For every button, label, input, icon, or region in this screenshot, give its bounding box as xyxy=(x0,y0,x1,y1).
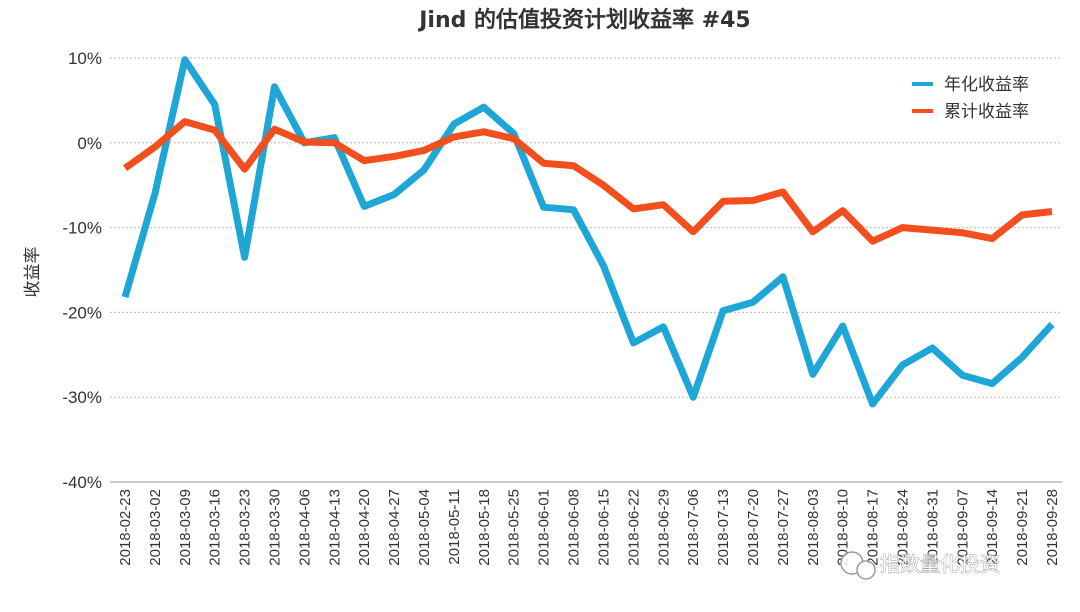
x-tick-label: 2018-03-23 xyxy=(237,489,254,566)
series xyxy=(121,56,1055,408)
y-tick-label: 0% xyxy=(77,134,102,153)
y-tick-label: 10% xyxy=(68,49,102,68)
wechat-icon-bubble xyxy=(856,560,876,580)
x-tick-label: 2018-07-13 xyxy=(715,489,732,566)
series-line-cumulative xyxy=(122,118,1053,245)
x-tick-label: 2018-02-23 xyxy=(117,489,134,566)
x-tick-label: 2018-08-10 xyxy=(835,489,852,566)
x-tick-label: 2018-08-03 xyxy=(805,489,822,566)
x-tick-label: 2018-05-18 xyxy=(476,489,493,566)
x-tick-label: 2018-05-25 xyxy=(506,489,523,566)
x-tick-label: 2018-09-28 xyxy=(1044,489,1061,566)
x-tick-label: 2018-07-27 xyxy=(775,489,792,566)
x-tick-label: 2018-07-06 xyxy=(685,489,702,566)
y-axis-ticks: 10% 0% -10% -20% -30% -40% xyxy=(62,49,102,492)
series-line-annualized xyxy=(121,56,1055,408)
y-tick-label: -20% xyxy=(62,303,102,322)
watermark-text: 指数量化投资 xyxy=(880,552,1000,576)
x-tick-label: 2018-03-09 xyxy=(177,489,194,566)
legend-label-annualized: 年化收益率 xyxy=(944,75,1029,95)
x-tick-label: 2018-05-11 xyxy=(446,489,463,565)
x-axis-ticks: 2018-02-23 2018-03-02 2018-03-09 2018-03-16… xyxy=(117,489,1061,566)
legend-label-cumulative: 累计收益率 xyxy=(944,102,1029,122)
x-tick-label: 2018-05-04 xyxy=(416,489,433,566)
y-axis-label: 收益率 xyxy=(23,247,43,298)
x-tick-label: 2018-08-31 xyxy=(924,489,941,566)
x-tick-label: 2018-06-15 xyxy=(595,489,612,566)
x-tick-label: 2018-09-14 xyxy=(984,489,1001,566)
x-tick-label: 2018-08-24 xyxy=(894,489,911,566)
grid xyxy=(110,57,1062,483)
y-tick-label: -30% xyxy=(62,388,102,407)
chart-title: Jind 的估值投资计划收益率 #45 xyxy=(417,7,751,33)
x-tick-label: 2018-08-17 xyxy=(865,489,882,566)
watermark: 指数量化投资 xyxy=(840,551,1000,580)
y-tick-label: -40% xyxy=(62,473,102,492)
x-tick-label: 2018-03-30 xyxy=(267,489,284,566)
x-tick-label: 2018-09-21 xyxy=(1014,489,1031,566)
x-tick-label: 2018-03-02 xyxy=(147,489,164,566)
x-tick-label: 2018-04-20 xyxy=(356,489,373,566)
x-tick-label: 2018-03-16 xyxy=(207,489,224,566)
x-tick-label: 2018-04-06 xyxy=(296,489,313,566)
x-tick-label: 2018-09-07 xyxy=(954,489,971,566)
x-tick-label: 2018-04-13 xyxy=(326,489,343,566)
x-tick-label: 2018-06-22 xyxy=(625,489,642,566)
x-tick-label: 2018-06-08 xyxy=(566,489,583,566)
x-tick-label: 2018-04-27 xyxy=(386,489,403,566)
x-tick-label: 2018-07-20 xyxy=(745,489,762,566)
y-tick-label: -10% xyxy=(62,219,102,238)
x-tick-label: 2018-06-01 xyxy=(536,489,553,566)
x-tick-label: 2018-06-29 xyxy=(655,489,672,566)
legend: 年化收益率 累计收益率 xyxy=(912,75,1029,122)
